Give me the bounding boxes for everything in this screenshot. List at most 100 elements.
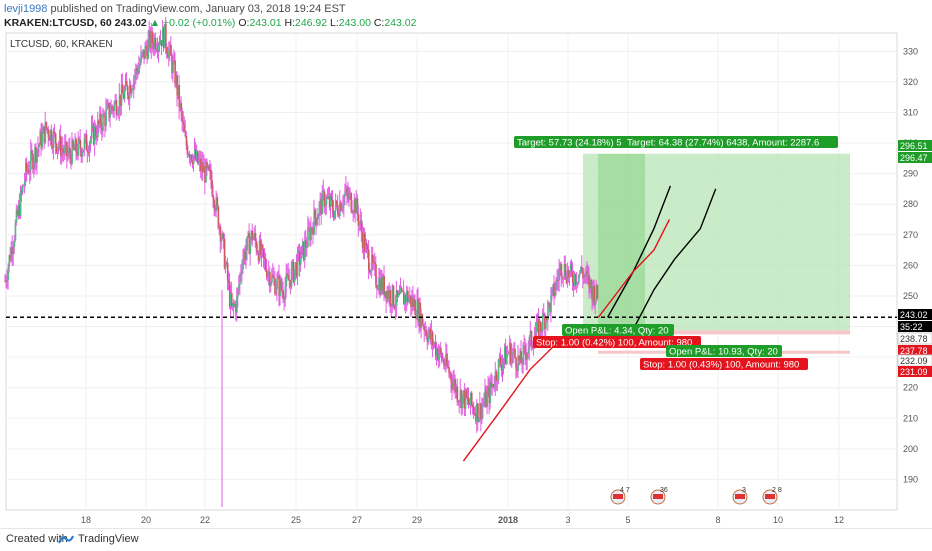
- stop-zone-1[interactable]: [598, 330, 850, 335]
- candle-body: [390, 304, 393, 307]
- candle-body: [96, 136, 98, 138]
- candle-body: [343, 196, 345, 206]
- candle-body: [411, 297, 413, 307]
- candle-body: [238, 284, 240, 289]
- candle-body: [203, 166, 205, 173]
- candle-body: [34, 147, 36, 163]
- candle-body: [119, 94, 122, 106]
- candle-body: [54, 133, 57, 144]
- candle-body: [41, 133, 44, 148]
- candle-body: [357, 213, 360, 226]
- y-tick-label: 320: [903, 77, 918, 87]
- projection-line[interactable]: [606, 185, 672, 318]
- candle-body: [164, 23, 166, 49]
- candle-body: [76, 152, 79, 156]
- author-link[interactable]: levji1998: [4, 3, 48, 15]
- projection-line[interactable]: [624, 188, 717, 346]
- candle-body: [413, 299, 415, 307]
- candle-body: [450, 373, 452, 382]
- candle-body: [348, 193, 351, 199]
- candle-body: [249, 240, 252, 255]
- candle-body: [460, 390, 463, 409]
- candle-body: [302, 241, 304, 246]
- candle-body: [344, 192, 346, 197]
- candle-body: [92, 124, 95, 145]
- candle-body: [560, 264, 563, 277]
- candle-body: [466, 397, 469, 399]
- candle-body: [167, 53, 169, 58]
- y-tick-label: 310: [903, 108, 918, 118]
- target-label-2-bg[interactable]: [624, 136, 838, 148]
- open-pl-label-1: Open P&L: 4.34, Qty: 20: [565, 326, 669, 337]
- price-chart[interactable]: 1902002102202302402502602702802903003103…: [0, 0, 932, 528]
- candle-body: [296, 251, 299, 277]
- target-label-1-bg[interactable]: [514, 136, 644, 148]
- candle-body: [197, 150, 199, 164]
- tradingview-brand[interactable]: TradingView: [78, 533, 139, 545]
- projection-line[interactable]: [597, 219, 671, 318]
- candle-body: [578, 274, 580, 283]
- candle-body: [529, 331, 532, 338]
- candle-body: [363, 233, 366, 252]
- candle-body: [27, 170, 29, 172]
- candle-body: [374, 261, 376, 265]
- open-pl-label-2-bg[interactable]: [666, 345, 782, 357]
- candle-body: [325, 197, 328, 206]
- candle-body: [174, 60, 176, 84]
- candle-body: [534, 333, 537, 339]
- candle-body: [153, 37, 156, 49]
- open-pl-label-1-bg[interactable]: [562, 324, 674, 336]
- candle-body: [110, 106, 113, 114]
- candle-body: [365, 243, 368, 246]
- x-tick-label: 22: [200, 515, 210, 525]
- candle-body: [593, 285, 596, 306]
- candle-body: [229, 293, 232, 306]
- candle-body: [447, 365, 449, 367]
- candle-body: [103, 114, 105, 116]
- candle-body: [142, 49, 145, 53]
- candle-body: [467, 397, 470, 404]
- candle-body: [573, 274, 576, 287]
- candle-body: [22, 185, 25, 187]
- candle-body: [387, 290, 390, 299]
- candle-body: [307, 227, 309, 247]
- candle-body: [161, 27, 164, 47]
- candle-body: [496, 380, 499, 382]
- candle-body: [334, 210, 336, 219]
- candle-body: [102, 114, 104, 131]
- candle-body: [44, 121, 47, 143]
- candle-body: [532, 346, 535, 348]
- x-tick-label: 29: [412, 515, 422, 525]
- stop-label-1-bg[interactable]: [533, 336, 701, 348]
- candle-body: [454, 379, 457, 392]
- candle-body: [182, 121, 185, 124]
- candle-body: [50, 130, 53, 145]
- candle-body: [423, 325, 426, 331]
- open-value: 243.01: [249, 17, 282, 29]
- candle-body: [285, 273, 288, 287]
- candle-body: [555, 279, 558, 291]
- candle-body: [18, 204, 21, 217]
- candle-body: [470, 392, 473, 405]
- candle-body: [323, 191, 326, 207]
- candle-body: [55, 143, 58, 152]
- candle-body: [342, 205, 344, 208]
- candle-body: [253, 233, 256, 238]
- candle-body: [403, 291, 405, 305]
- price-label-bg: [898, 345, 932, 356]
- candle-body: [536, 319, 539, 323]
- candle-body: [250, 230, 253, 241]
- candle-body: [52, 131, 55, 149]
- target-zone-2[interactable]: [598, 153, 645, 331]
- candle-body: [266, 269, 268, 278]
- candle-body: [278, 275, 280, 296]
- candle-body: [542, 313, 544, 332]
- stop-label-2-bg[interactable]: [640, 358, 808, 370]
- candle-body: [100, 113, 102, 128]
- candle-body: [408, 298, 410, 302]
- candle-body: [416, 299, 418, 319]
- candle-body: [271, 274, 273, 283]
- candle-body: [247, 232, 250, 237]
- candle-body: [284, 286, 287, 300]
- candle-body: [209, 169, 211, 171]
